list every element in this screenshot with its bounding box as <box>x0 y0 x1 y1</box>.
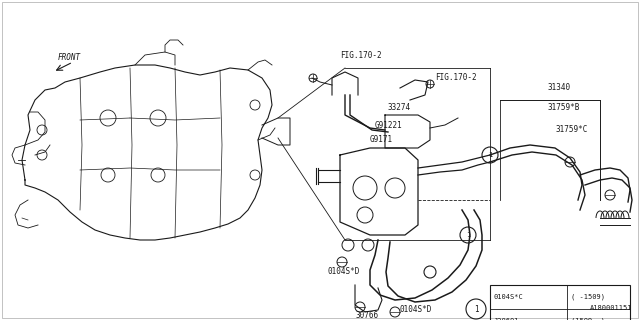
Text: 31759*B: 31759*B <box>548 103 580 113</box>
Text: 0104S*D: 0104S*D <box>328 268 360 276</box>
Text: FIG.170-2: FIG.170-2 <box>435 74 477 83</box>
Text: ( -1509): ( -1509) <box>571 294 605 300</box>
Text: J20601: J20601 <box>494 318 520 320</box>
Text: (1509- ): (1509- ) <box>571 318 605 320</box>
Text: 0104S*D: 0104S*D <box>400 306 433 315</box>
Text: 0104S*C: 0104S*C <box>494 294 524 300</box>
Text: 1: 1 <box>474 305 478 314</box>
Text: 31759*C: 31759*C <box>556 125 588 134</box>
Text: A180001151: A180001151 <box>589 305 632 311</box>
Text: 1: 1 <box>488 152 492 158</box>
Text: 31340: 31340 <box>548 84 571 92</box>
Text: G9171: G9171 <box>370 135 393 145</box>
Text: FIG.170-2: FIG.170-2 <box>340 51 381 60</box>
Text: G91221: G91221 <box>375 121 403 130</box>
Text: 30766: 30766 <box>355 310 378 319</box>
Text: 1: 1 <box>466 232 470 238</box>
Text: 33274: 33274 <box>388 103 411 113</box>
Text: FRONT: FRONT <box>58 53 81 62</box>
Bar <box>490 285 630 320</box>
